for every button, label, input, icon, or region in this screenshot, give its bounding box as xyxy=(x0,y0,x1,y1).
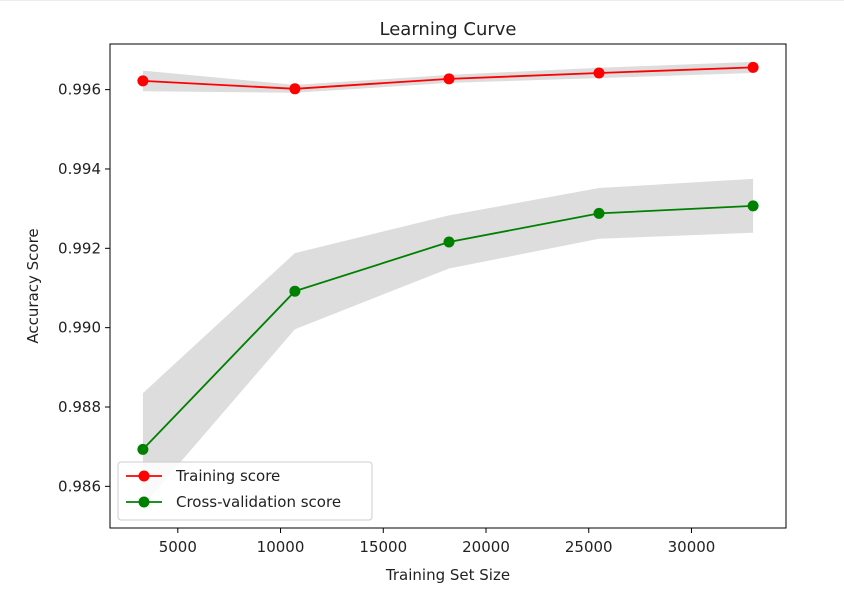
series-markers xyxy=(137,61,759,455)
band-series-1 xyxy=(142,178,754,506)
legend-box xyxy=(117,461,373,521)
x-tick-label: 10000 xyxy=(257,538,305,556)
y-axis-label: Accuracy Score xyxy=(24,228,42,343)
y-tick-label: 0.992 xyxy=(58,239,101,257)
point-series-1-3 xyxy=(593,207,605,219)
chart-title: Learning Curve xyxy=(380,19,517,40)
point-series-1-4 xyxy=(747,200,759,212)
point-series-1-2 xyxy=(443,236,455,248)
x-tick-label: 15000 xyxy=(359,538,407,556)
legend-marker-0 xyxy=(138,470,150,482)
point-series-0-3 xyxy=(593,67,605,79)
legend: Training score Cross-validation score xyxy=(117,461,373,521)
x-axis-label: Training Set Size xyxy=(385,566,510,584)
y-tick-label: 0.988 xyxy=(58,398,101,416)
point-series-0-2 xyxy=(443,73,455,85)
x-tick-label: 30000 xyxy=(668,538,716,556)
y-tick-label: 0.994 xyxy=(58,160,101,178)
x-tick-label: 5000 xyxy=(159,538,197,556)
y-axis-ticks: 0.986 0.988 0.990 0.992 0.994 0.996 xyxy=(58,81,110,495)
legend-label-1: Cross-validation score xyxy=(176,493,341,511)
y-tick-label: 0.990 xyxy=(58,319,101,337)
y-tick-label: 0.986 xyxy=(58,477,101,495)
x-tick-label: 25000 xyxy=(565,538,613,556)
point-series-0-4 xyxy=(747,61,759,73)
y-tick-label: 0.996 xyxy=(58,81,101,99)
plot-frame xyxy=(109,43,787,529)
point-series-0-0 xyxy=(137,75,149,87)
point-series-1-1 xyxy=(289,285,301,297)
point-series-0-1 xyxy=(289,83,301,95)
confidence-bands xyxy=(142,61,754,506)
legend-marker-1 xyxy=(138,496,150,508)
top-divider xyxy=(0,0,844,1)
x-tick-label: 20000 xyxy=(462,538,510,556)
legend-label-0: Training score xyxy=(175,467,280,485)
point-series-1-0 xyxy=(137,443,149,455)
x-axis-ticks: 5000 10000 15000 20000 25000 30000 xyxy=(159,528,716,556)
